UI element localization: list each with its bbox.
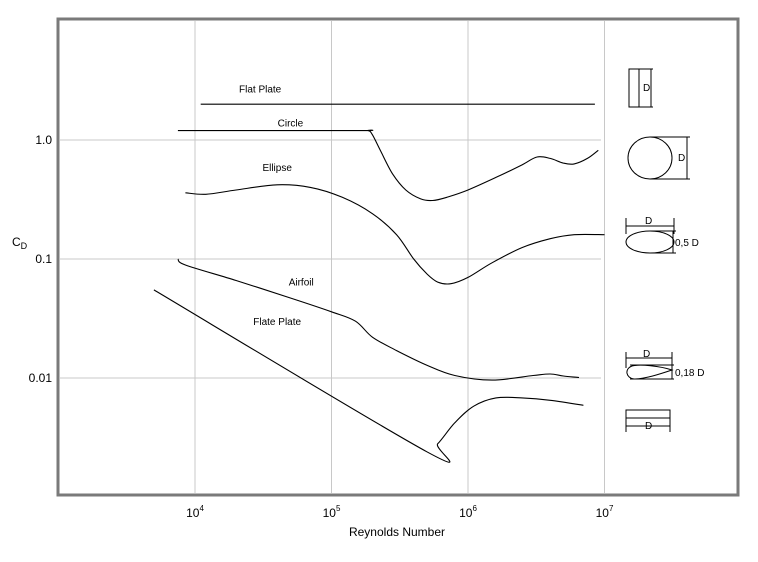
- x-tick-label-1: 105: [323, 504, 341, 520]
- airfoil-length-label: D: [643, 349, 650, 360]
- grid-lines: [60, 21, 605, 493]
- series-curves: Flat Plate Circle Ellipse Airfoil Flate Plat…: [153, 85, 605, 463]
- flat-plate-icon: D: [628, 68, 653, 108]
- x-axis-label: Reynolds Number: [349, 525, 445, 539]
- flat-plate-parallel-icon: D: [625, 409, 671, 432]
- ellipse-thickness-label: 0,5 D: [675, 238, 699, 249]
- series-line-flate-plate: [153, 289, 584, 463]
- airfoil-icon: D 0,18 D: [625, 349, 704, 380]
- series-label-circle: Circle: [278, 118, 304, 129]
- y-axis-label-subscript: D: [21, 241, 28, 251]
- x-tick-label-2: 106: [459, 504, 477, 520]
- y-tick-label-1: 0.1: [35, 252, 52, 266]
- flat-plate-dim-label: D: [643, 83, 650, 94]
- flat-plate-parallel-dim-label: D: [645, 421, 652, 432]
- y-tick-label-2: 0.01: [29, 371, 53, 385]
- series-line-circle: [177, 129, 599, 202]
- ellipse-length-label: D: [645, 216, 652, 227]
- y-tick-label-0: 1.0: [35, 133, 52, 147]
- circle-dim-label: D: [678, 153, 685, 164]
- airfoil-thickness-label: 0,18 D: [675, 368, 704, 379]
- x-tick-label-0: 104: [186, 504, 204, 520]
- series-line-ellipse: [185, 184, 605, 285]
- series-line-airfoil: [177, 258, 580, 381]
- y-axis-label-main: C: [12, 235, 21, 249]
- x-tick-label-3: 107: [596, 504, 614, 520]
- series-label-ellipse: Ellipse: [262, 163, 292, 174]
- series-label-airfoil: Airfoil: [289, 277, 314, 288]
- ellipse-icon: D 0,5 D: [625, 216, 699, 254]
- series-label-flat-plate: Flat Plate: [239, 85, 282, 96]
- plot-frame: [56, 17, 740, 497]
- series-label-flate-plate: Flate Plate: [253, 317, 301, 328]
- circle-icon: D: [627, 136, 690, 180]
- y-axis-label: CD: [12, 235, 28, 251]
- tick-labels: 104 105 106 107 1.0 0.1 0.01: [29, 133, 614, 520]
